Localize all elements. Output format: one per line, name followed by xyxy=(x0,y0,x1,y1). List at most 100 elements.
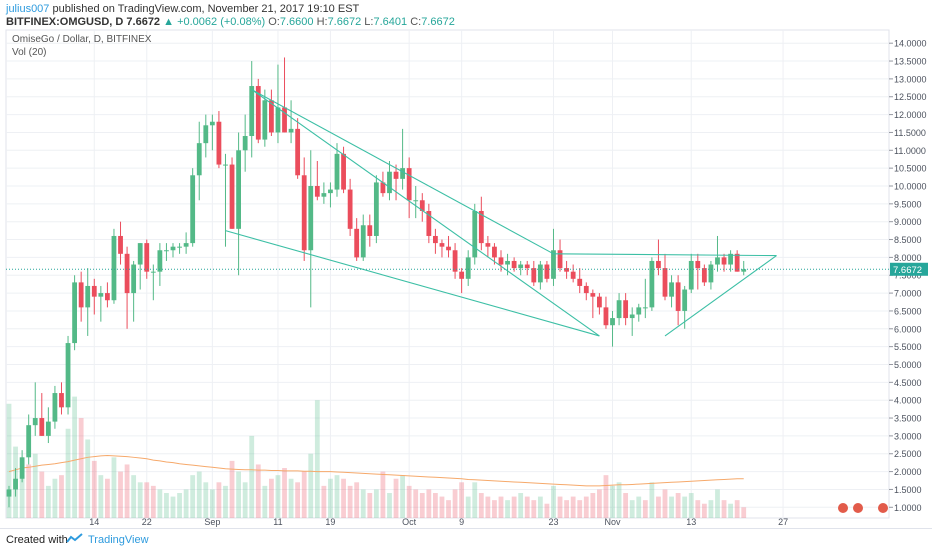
current-price-label: 7.6672 xyxy=(893,265,922,276)
candle-body xyxy=(373,182,379,236)
candle-body xyxy=(603,307,609,326)
volume-bar xyxy=(380,471,386,518)
candle-body xyxy=(131,264,137,294)
volume-bar xyxy=(583,496,589,518)
price-tick-label: 8.5000 xyxy=(894,235,922,245)
volume-bar xyxy=(465,496,471,518)
volume-bar xyxy=(649,482,655,518)
event-flag-icon[interactable] xyxy=(838,503,848,513)
volume-bar xyxy=(360,489,366,518)
candle-body xyxy=(170,246,176,251)
time-tick-label: 27 xyxy=(778,517,788,527)
candle-body xyxy=(544,264,550,279)
volume-bar xyxy=(485,496,491,518)
time-tick-label: 22 xyxy=(142,517,152,527)
candle-body xyxy=(675,282,681,311)
volume-bar xyxy=(570,496,576,518)
volume-bar xyxy=(196,471,202,518)
candle-body xyxy=(341,153,346,190)
volume-bar xyxy=(597,489,602,518)
volume-bar xyxy=(26,464,32,518)
candle-body xyxy=(642,307,648,309)
time-tick-label: Oct xyxy=(402,517,417,527)
volume-bar xyxy=(269,478,274,518)
high-label: H: xyxy=(316,16,328,28)
volume-bar xyxy=(150,485,156,518)
candle-body xyxy=(380,182,386,194)
volume-bar xyxy=(544,503,550,518)
price-tick-label: 14.0000 xyxy=(894,39,927,49)
volume-bar xyxy=(708,500,714,518)
event-flags[interactable] xyxy=(838,503,888,513)
volume-bar xyxy=(242,482,248,518)
trendline xyxy=(225,230,600,337)
candle-body xyxy=(223,164,228,166)
candle-body xyxy=(295,128,301,176)
candle-body xyxy=(682,289,688,311)
candle-body xyxy=(209,121,215,126)
volume-bar xyxy=(472,482,478,518)
volume-bar xyxy=(262,485,268,518)
candle-body xyxy=(269,100,274,133)
price-tick-label: 11.5000 xyxy=(894,128,926,138)
candle-body xyxy=(137,243,143,265)
price-tick-label: 1.5000 xyxy=(894,485,922,495)
price-tick-label: 7.0000 xyxy=(894,289,922,299)
volume-bar xyxy=(610,485,615,518)
volume-bar xyxy=(551,485,556,518)
volume-bar xyxy=(6,403,12,518)
volume-bar xyxy=(426,489,432,518)
candle-body xyxy=(656,260,661,269)
candle-body xyxy=(85,285,91,308)
candle-body xyxy=(118,235,123,254)
event-flag-icon[interactable] xyxy=(878,503,888,513)
volume-bar xyxy=(695,500,701,518)
close-value: 7.6672 xyxy=(421,16,455,28)
volume-bar xyxy=(603,475,609,518)
candle-body xyxy=(308,185,314,251)
candle-body xyxy=(52,393,58,422)
price-tick-label: 9.0000 xyxy=(894,217,922,227)
volume-bar xyxy=(629,500,635,518)
candle-body xyxy=(59,393,64,408)
candle-body xyxy=(314,185,320,197)
candle-body xyxy=(524,264,530,269)
author-link[interactable]: julius007 xyxy=(6,3,50,15)
tradingview-brand-link[interactable]: TradingView xyxy=(88,534,149,546)
tradingview-logo-icon[interactable] xyxy=(66,533,84,545)
time-axis[interactable]: 14 22 Sep 11 19 Oct 9 23 Nov 13 27 xyxy=(89,517,788,527)
candle-body xyxy=(387,171,392,194)
candle-body xyxy=(485,243,491,247)
candle-body xyxy=(354,228,360,258)
price-chart[interactable]: 14.0000 13.5000 13.0000 12.5000 12.0000 11.50… xyxy=(0,0,932,528)
candle-body xyxy=(282,107,287,133)
symbol-label: BITFINEX:OMGUSD, D xyxy=(6,16,124,28)
price-change: +0.0062 (+0.08%) xyxy=(177,16,266,28)
volume-bar xyxy=(636,496,642,518)
volume-bar xyxy=(511,496,517,518)
candle-body xyxy=(413,200,419,202)
candle-body xyxy=(518,264,524,269)
volume-bar xyxy=(137,482,143,518)
high-value: 7.6672 xyxy=(327,16,362,28)
chart-pane[interactable] xyxy=(5,29,890,519)
candle-body xyxy=(419,200,425,211)
candle-body xyxy=(26,425,32,458)
last-price: 7.6672 xyxy=(126,16,161,28)
volume-bar xyxy=(531,500,537,518)
candle-body xyxy=(629,314,635,319)
time-tick-label: 19 xyxy=(325,517,335,527)
price-tick-label: 10.0000 xyxy=(894,181,927,191)
candle-body xyxy=(465,257,471,279)
event-flag-icon[interactable] xyxy=(853,503,863,513)
price-tick-label: 5.5000 xyxy=(894,342,922,352)
volume-bar xyxy=(105,478,110,518)
candle-body xyxy=(577,278,583,286)
low-label: L: xyxy=(364,16,374,28)
candle-body xyxy=(249,86,255,137)
volume-bar xyxy=(354,482,360,518)
price-tick-label: 9.5000 xyxy=(894,199,922,209)
candle-body xyxy=(360,225,366,258)
price-tick-label: 2.5000 xyxy=(894,449,922,459)
candle-body xyxy=(636,307,642,315)
